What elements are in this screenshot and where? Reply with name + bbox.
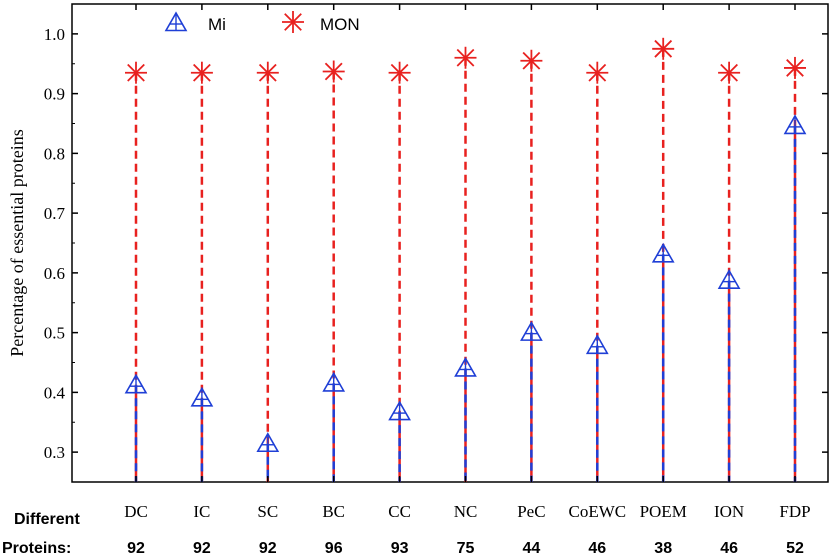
different-label: Different [14,511,80,528]
category-label: POEM [640,502,687,521]
category-label: SC [257,502,278,521]
y-tick-label: 0.3 [44,443,65,462]
protein-count: 46 [588,540,606,556]
protein-count: 44 [523,540,541,556]
mi-point [388,400,411,421]
legend: Mi MON [164,11,360,34]
proteins-label: Proteins: [2,540,71,556]
y-tick-label: 0.8 [44,144,65,163]
y-tick-label: 0.9 [44,85,65,104]
mon-point [125,61,147,84]
mi-point [454,356,477,377]
category-label: CC [388,502,411,521]
axes [71,3,829,483]
category-label: BC [322,502,345,521]
mon-point [652,37,675,60]
mi-point [783,114,807,135]
mon-point [718,61,741,84]
protein-count: 92 [259,540,277,556]
mon-point [322,60,345,83]
protein-counts: 92 92 92 96 93 75 44 46 38 46 52 [127,540,804,556]
protein-count: 92 [193,540,211,556]
protein-count: 38 [654,540,672,556]
mi-point [190,386,214,407]
category-label: FDP [779,502,810,521]
y-tick-label: 0.6 [44,264,65,283]
stems [134,48,797,482]
mi-point [717,269,741,289]
protein-count: 96 [325,540,343,556]
category-labels: DC IC SC BC CC NC PeC CoEWC POEM ION FDP [124,4,811,521]
mi-legend-symbol [164,11,188,32]
category-label: PeC [517,502,545,521]
y-tick-label: 0.4 [44,383,66,402]
protein-count: 93 [391,540,409,556]
mi-point [585,334,609,355]
category-label: NC [454,502,478,521]
y-tick-label: 0.5 [44,324,65,343]
protein-count: 52 [786,540,804,556]
mi-point [651,242,675,263]
mi-point [256,432,280,453]
mon-point [784,56,806,79]
category-label: CoEWC [568,502,626,521]
mi-point [124,373,148,394]
markers [124,37,807,453]
mi-point [322,371,346,392]
mon-point [520,49,543,72]
legend-mi-marker [164,11,188,32]
category-label: IC [193,502,210,521]
legend-mon-label: MON [320,15,360,34]
mon-legend-symbol [282,11,304,33]
mi-point [520,321,543,341]
category-label: DC [124,502,148,521]
y-axis-label: Percentage of essential proteins [7,129,27,356]
y-tick-label: 0.7 [44,204,66,223]
category-label: ION [714,502,744,521]
protein-count: 46 [720,540,738,556]
plot-frame [71,3,829,483]
mon-point [190,61,213,84]
mon-point [454,46,477,69]
protein-count: 75 [457,540,475,556]
y-axis-ticks: 0.3 0.4 0.5 0.6 0.7 0.8 0.9 1.0 [44,3,828,483]
legend-mi-label: Mi [208,15,226,34]
y-tick-label: 1.0 [44,25,65,44]
legend-mon-marker [282,11,304,33]
mon-point [586,61,609,84]
mon-point [388,61,411,84]
mon-point [256,61,279,84]
protein-count: 92 [127,540,145,556]
